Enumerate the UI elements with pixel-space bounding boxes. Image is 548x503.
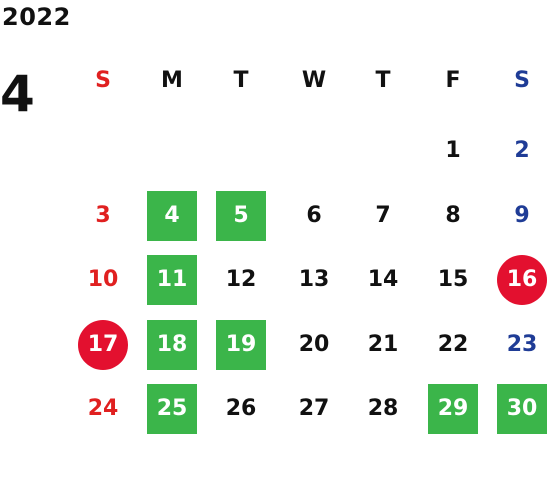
day-cell-18[interactable]: 18 xyxy=(147,320,197,370)
day-cell-21[interactable]: 21 xyxy=(367,332,399,357)
day-cell-28[interactable]: 28 xyxy=(367,396,399,421)
day-cell-20[interactable]: 20 xyxy=(298,332,330,357)
day-cell-1[interactable]: 1 xyxy=(445,138,461,163)
day-cell-15[interactable]: 15 xyxy=(437,267,469,292)
year-label: 2022 xyxy=(2,3,71,31)
weekday-sunday: S xyxy=(95,68,111,93)
day-cell-24[interactable]: 24 xyxy=(87,396,119,421)
day-cell-10[interactable]: 10 xyxy=(87,267,119,292)
day-cell-16[interactable]: 16 xyxy=(497,255,547,305)
day-cell-8[interactable]: 8 xyxy=(445,203,461,228)
day-cell-7[interactable]: 7 xyxy=(375,203,391,228)
day-cell-19[interactable]: 19 xyxy=(216,320,266,370)
weekday-thursday: T xyxy=(375,68,391,93)
day-cell-14[interactable]: 14 xyxy=(367,267,399,292)
day-cell-29[interactable]: 29 xyxy=(428,384,478,434)
day-cell-9[interactable]: 9 xyxy=(514,203,530,228)
day-cell-3[interactable]: 3 xyxy=(95,203,111,228)
weekday-friday: F xyxy=(445,68,461,93)
day-cell-25[interactable]: 25 xyxy=(147,384,197,434)
day-cell-2[interactable]: 2 xyxy=(514,138,530,163)
weekday-wednesday: W xyxy=(301,68,327,93)
day-cell-12[interactable]: 12 xyxy=(225,267,257,292)
day-cell-13[interactable]: 13 xyxy=(298,267,330,292)
day-cell-22[interactable]: 22 xyxy=(437,332,469,357)
weekday-saturday: S xyxy=(514,68,530,93)
weekday-tuesday: T xyxy=(233,68,249,93)
day-cell-4[interactable]: 4 xyxy=(147,191,197,241)
day-cell-26[interactable]: 26 xyxy=(225,396,257,421)
day-cell-11[interactable]: 11 xyxy=(147,255,197,305)
day-cell-17[interactable]: 17 xyxy=(78,320,128,370)
month-number: 4 xyxy=(0,65,35,123)
day-cell-27[interactable]: 27 xyxy=(298,396,330,421)
day-cell-30[interactable]: 30 xyxy=(497,384,547,434)
day-cell-5[interactable]: 5 xyxy=(216,191,266,241)
weekday-monday: M xyxy=(161,68,183,93)
day-cell-23[interactable]: 23 xyxy=(506,332,538,357)
day-cell-6[interactable]: 6 xyxy=(306,203,322,228)
